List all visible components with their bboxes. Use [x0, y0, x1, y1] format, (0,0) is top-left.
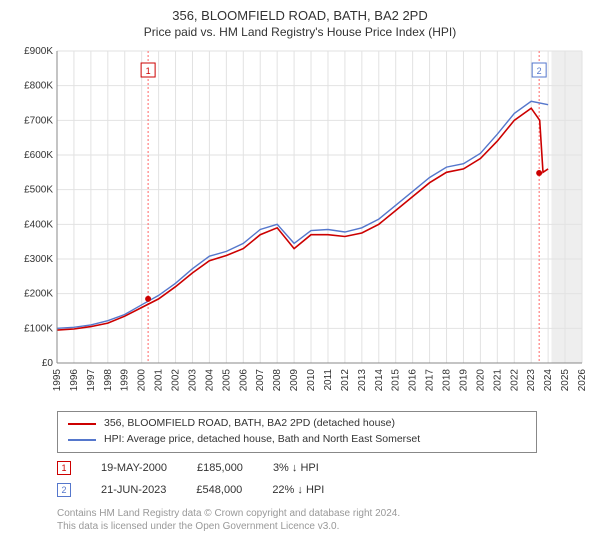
- svg-text:2009: 2009: [289, 369, 300, 392]
- sale-pct: 22% ↓ HPI: [272, 484, 324, 496]
- sale-price: £185,000: [197, 462, 243, 474]
- svg-text:2013: 2013: [357, 369, 368, 392]
- svg-text:2: 2: [537, 66, 542, 76]
- legend-label: 356, BLOOMFIELD ROAD, BATH, BA2 2PD (det…: [104, 416, 395, 432]
- svg-text:2016: 2016: [408, 369, 419, 392]
- svg-text:£200K: £200K: [24, 289, 53, 300]
- svg-text:2008: 2008: [272, 369, 283, 392]
- chart-title: 356, BLOOMFIELD ROAD, BATH, BA2 2PD: [12, 8, 588, 23]
- svg-text:1: 1: [146, 66, 151, 76]
- svg-text:1998: 1998: [103, 369, 114, 392]
- legend-swatch: [68, 439, 96, 441]
- svg-text:£800K: £800K: [24, 81, 53, 92]
- svg-text:2004: 2004: [204, 369, 215, 392]
- svg-text:2003: 2003: [187, 369, 198, 392]
- svg-text:2006: 2006: [238, 369, 249, 392]
- svg-text:2014: 2014: [374, 369, 385, 392]
- svg-text:£100K: £100K: [24, 323, 53, 334]
- legend: 356, BLOOMFIELD ROAD, BATH, BA2 2PD (det…: [57, 411, 537, 453]
- legend-label: HPI: Average price, detached house, Bath…: [104, 432, 420, 448]
- svg-text:2015: 2015: [391, 369, 402, 392]
- sale-row: 2 21-JUN-2023 £548,000 22% ↓ HPI: [57, 483, 588, 497]
- svg-text:2024: 2024: [543, 369, 554, 392]
- svg-text:2001: 2001: [154, 369, 165, 392]
- svg-text:2011: 2011: [323, 369, 334, 391]
- footer-attribution: Contains HM Land Registry data © Crown c…: [57, 507, 588, 534]
- svg-text:2017: 2017: [425, 369, 436, 392]
- svg-text:2005: 2005: [221, 369, 232, 392]
- sale-date: 19-MAY-2000: [101, 462, 167, 474]
- svg-text:£400K: £400K: [24, 219, 53, 230]
- svg-text:1999: 1999: [120, 369, 131, 392]
- svg-text:2019: 2019: [458, 369, 469, 392]
- svg-text:2020: 2020: [475, 369, 486, 392]
- chart-plot: £0 £100K £200K £300K £400K £500K £600K £700K £80…: [12, 45, 588, 405]
- svg-text:1996: 1996: [69, 369, 80, 392]
- svg-text:£500K: £500K: [24, 185, 53, 196]
- sale-marker: 1: [57, 461, 71, 475]
- sale-date: 21-JUN-2023: [101, 484, 166, 496]
- svg-text:£300K: £300K: [24, 254, 53, 265]
- legend-item: HPI: Average price, detached house, Bath…: [68, 432, 526, 448]
- svg-text:2025: 2025: [560, 369, 571, 392]
- svg-text:£600K: £600K: [24, 150, 53, 161]
- svg-text:1995: 1995: [52, 369, 63, 392]
- svg-text:1997: 1997: [86, 369, 97, 392]
- svg-text:£700K: £700K: [24, 115, 53, 126]
- svg-text:2007: 2007: [255, 369, 266, 392]
- svg-text:2026: 2026: [577, 369, 588, 392]
- svg-text:2022: 2022: [509, 369, 520, 392]
- svg-text:2021: 2021: [492, 369, 503, 392]
- sale-marker: 2: [57, 483, 71, 497]
- svg-text:2023: 2023: [526, 369, 537, 392]
- svg-text:2002: 2002: [171, 369, 182, 392]
- chart-container: 356, BLOOMFIELD ROAD, BATH, BA2 2PD Pric…: [0, 0, 600, 560]
- svg-text:2018: 2018: [442, 369, 453, 392]
- svg-text:£0: £0: [42, 358, 54, 369]
- sale-pct: 3% ↓ HPI: [273, 462, 319, 474]
- legend-swatch: [68, 423, 96, 425]
- sale-row: 1 19-MAY-2000 £185,000 3% ↓ HPI: [57, 461, 588, 475]
- svg-text:£900K: £900K: [24, 46, 53, 57]
- svg-text:2000: 2000: [137, 369, 148, 392]
- svg-text:2010: 2010: [306, 369, 317, 392]
- sale-price: £548,000: [196, 484, 242, 496]
- legend-item: 356, BLOOMFIELD ROAD, BATH, BA2 2PD (det…: [68, 416, 526, 432]
- chart-subtitle: Price paid vs. HM Land Registry's House …: [12, 25, 588, 39]
- svg-text:2012: 2012: [340, 369, 351, 392]
